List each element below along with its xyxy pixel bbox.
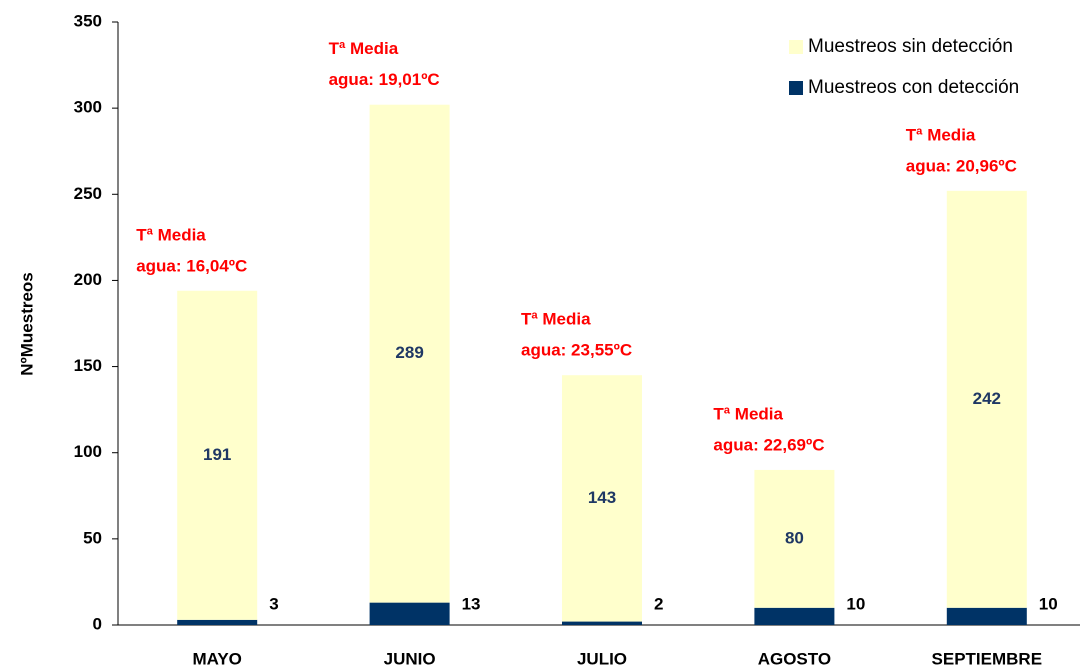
data-label: 143 — [588, 488, 616, 507]
annotation: agua: 20,96ºC — [906, 156, 1017, 175]
bar-segment — [946, 607, 1027, 625]
legend-swatch — [789, 81, 803, 95]
data-label: 2 — [654, 594, 663, 613]
y-tick-label: 150 — [74, 356, 102, 375]
annotation: Tª Media — [329, 39, 399, 58]
bar-segment — [369, 602, 450, 625]
legend-label: Muestreos sin detección — [808, 36, 1013, 57]
y-tick-label: 0 — [93, 614, 102, 633]
data-label: 80 — [785, 528, 804, 547]
annotation: Tª Media — [713, 404, 783, 423]
y-axis-label: NºMuestreos — [17, 272, 36, 376]
data-label: 289 — [395, 343, 423, 362]
bar-segment — [177, 290, 258, 620]
y-tick-label: 100 — [74, 442, 102, 461]
data-label: 191 — [203, 445, 231, 464]
y-tick-label: 350 — [74, 11, 102, 30]
bar-segment — [562, 621, 642, 625]
bar-segment — [369, 104, 450, 603]
annotation: Tª Media — [906, 125, 976, 144]
legend-swatch — [789, 40, 803, 54]
bar-segment — [562, 375, 642, 622]
data-label: 10 — [1039, 594, 1058, 613]
data-label: 10 — [846, 594, 865, 613]
annotation: agua: 19,01ºC — [329, 70, 440, 89]
x-tick-label: JUNIO — [384, 649, 436, 668]
y-tick-label: 200 — [74, 270, 102, 289]
data-label: 242 — [973, 389, 1001, 408]
annotation: Tª Media — [136, 225, 206, 244]
data-label: 13 — [462, 594, 481, 613]
y-tick-label: 300 — [74, 98, 102, 117]
bar-segment — [754, 469, 835, 608]
annotation: agua: 23,55ºC — [521, 341, 632, 360]
y-tick-label: 50 — [83, 528, 102, 547]
legend-label: Muestreos con detección — [808, 77, 1019, 98]
annotation: Tª Media — [521, 310, 591, 329]
data-label: 3 — [269, 594, 278, 613]
y-tick-label: 250 — [74, 184, 102, 203]
bar-segment — [946, 190, 1027, 608]
x-tick-label: MAYO — [192, 649, 241, 668]
x-tick-label: JULIO — [577, 649, 627, 668]
bar-segment — [177, 619, 258, 625]
annotation: agua: 22,69ºC — [713, 435, 824, 454]
x-tick-label: AGOSTO — [758, 649, 831, 668]
x-tick-label: SEPTIEMBRE — [932, 649, 1043, 668]
annotation: agua: 16,04ºC — [136, 256, 247, 275]
bar-segment — [754, 607, 835, 625]
